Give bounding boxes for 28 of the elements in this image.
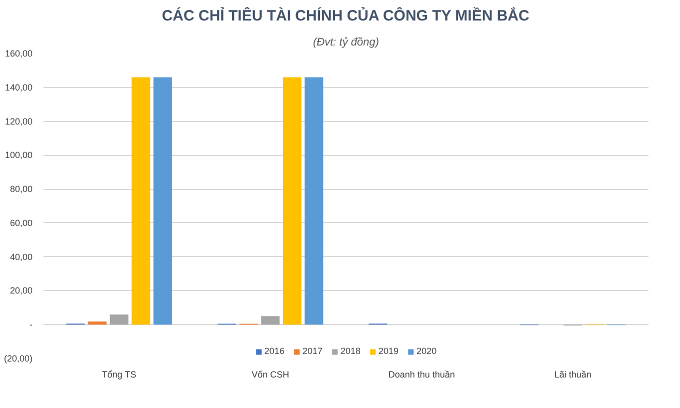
x-tick-label: Vốn CSH xyxy=(252,370,290,380)
y-tick-label: - xyxy=(30,320,33,330)
bar xyxy=(132,77,150,325)
chart-title: CÁC CHỈ TIÊU TÀI CHÍNH CỦA CÔNG TY MIỀN BẮC xyxy=(162,6,530,24)
bar xyxy=(261,316,280,325)
y-tick-label: (20,00) xyxy=(4,354,33,364)
y-tick-label: 140,00 xyxy=(4,82,33,92)
bar xyxy=(282,77,302,325)
x-tick-label: Lãi thuần xyxy=(554,370,592,380)
bar xyxy=(304,77,324,325)
legend-label: 2016 xyxy=(264,346,284,356)
y-tick-label: 100,00 xyxy=(4,150,33,160)
chart-subtitle: (Đvt: tỷ đồng) xyxy=(312,36,380,48)
legend-label: 2018 xyxy=(340,346,361,356)
bar xyxy=(110,314,128,325)
legend-label: 2020 xyxy=(416,346,437,356)
y-tick-label: 20,00 xyxy=(10,286,33,296)
x-tick-label: Tổng TS xyxy=(102,370,136,380)
y-tick-label: 60,00 xyxy=(10,218,33,228)
y-tick-label: 160,00 xyxy=(4,48,33,58)
y-tick-label: 120,00 xyxy=(4,116,33,126)
legend-label: 2019 xyxy=(378,346,399,356)
bar xyxy=(153,77,172,325)
bar xyxy=(88,322,107,325)
y-tick-label: 40,00 xyxy=(10,252,33,262)
legend-label: 2017 xyxy=(302,346,322,356)
x-tick-label: Doanh thu thuần xyxy=(388,370,455,380)
y-tick-label: 80,00 xyxy=(10,184,33,194)
